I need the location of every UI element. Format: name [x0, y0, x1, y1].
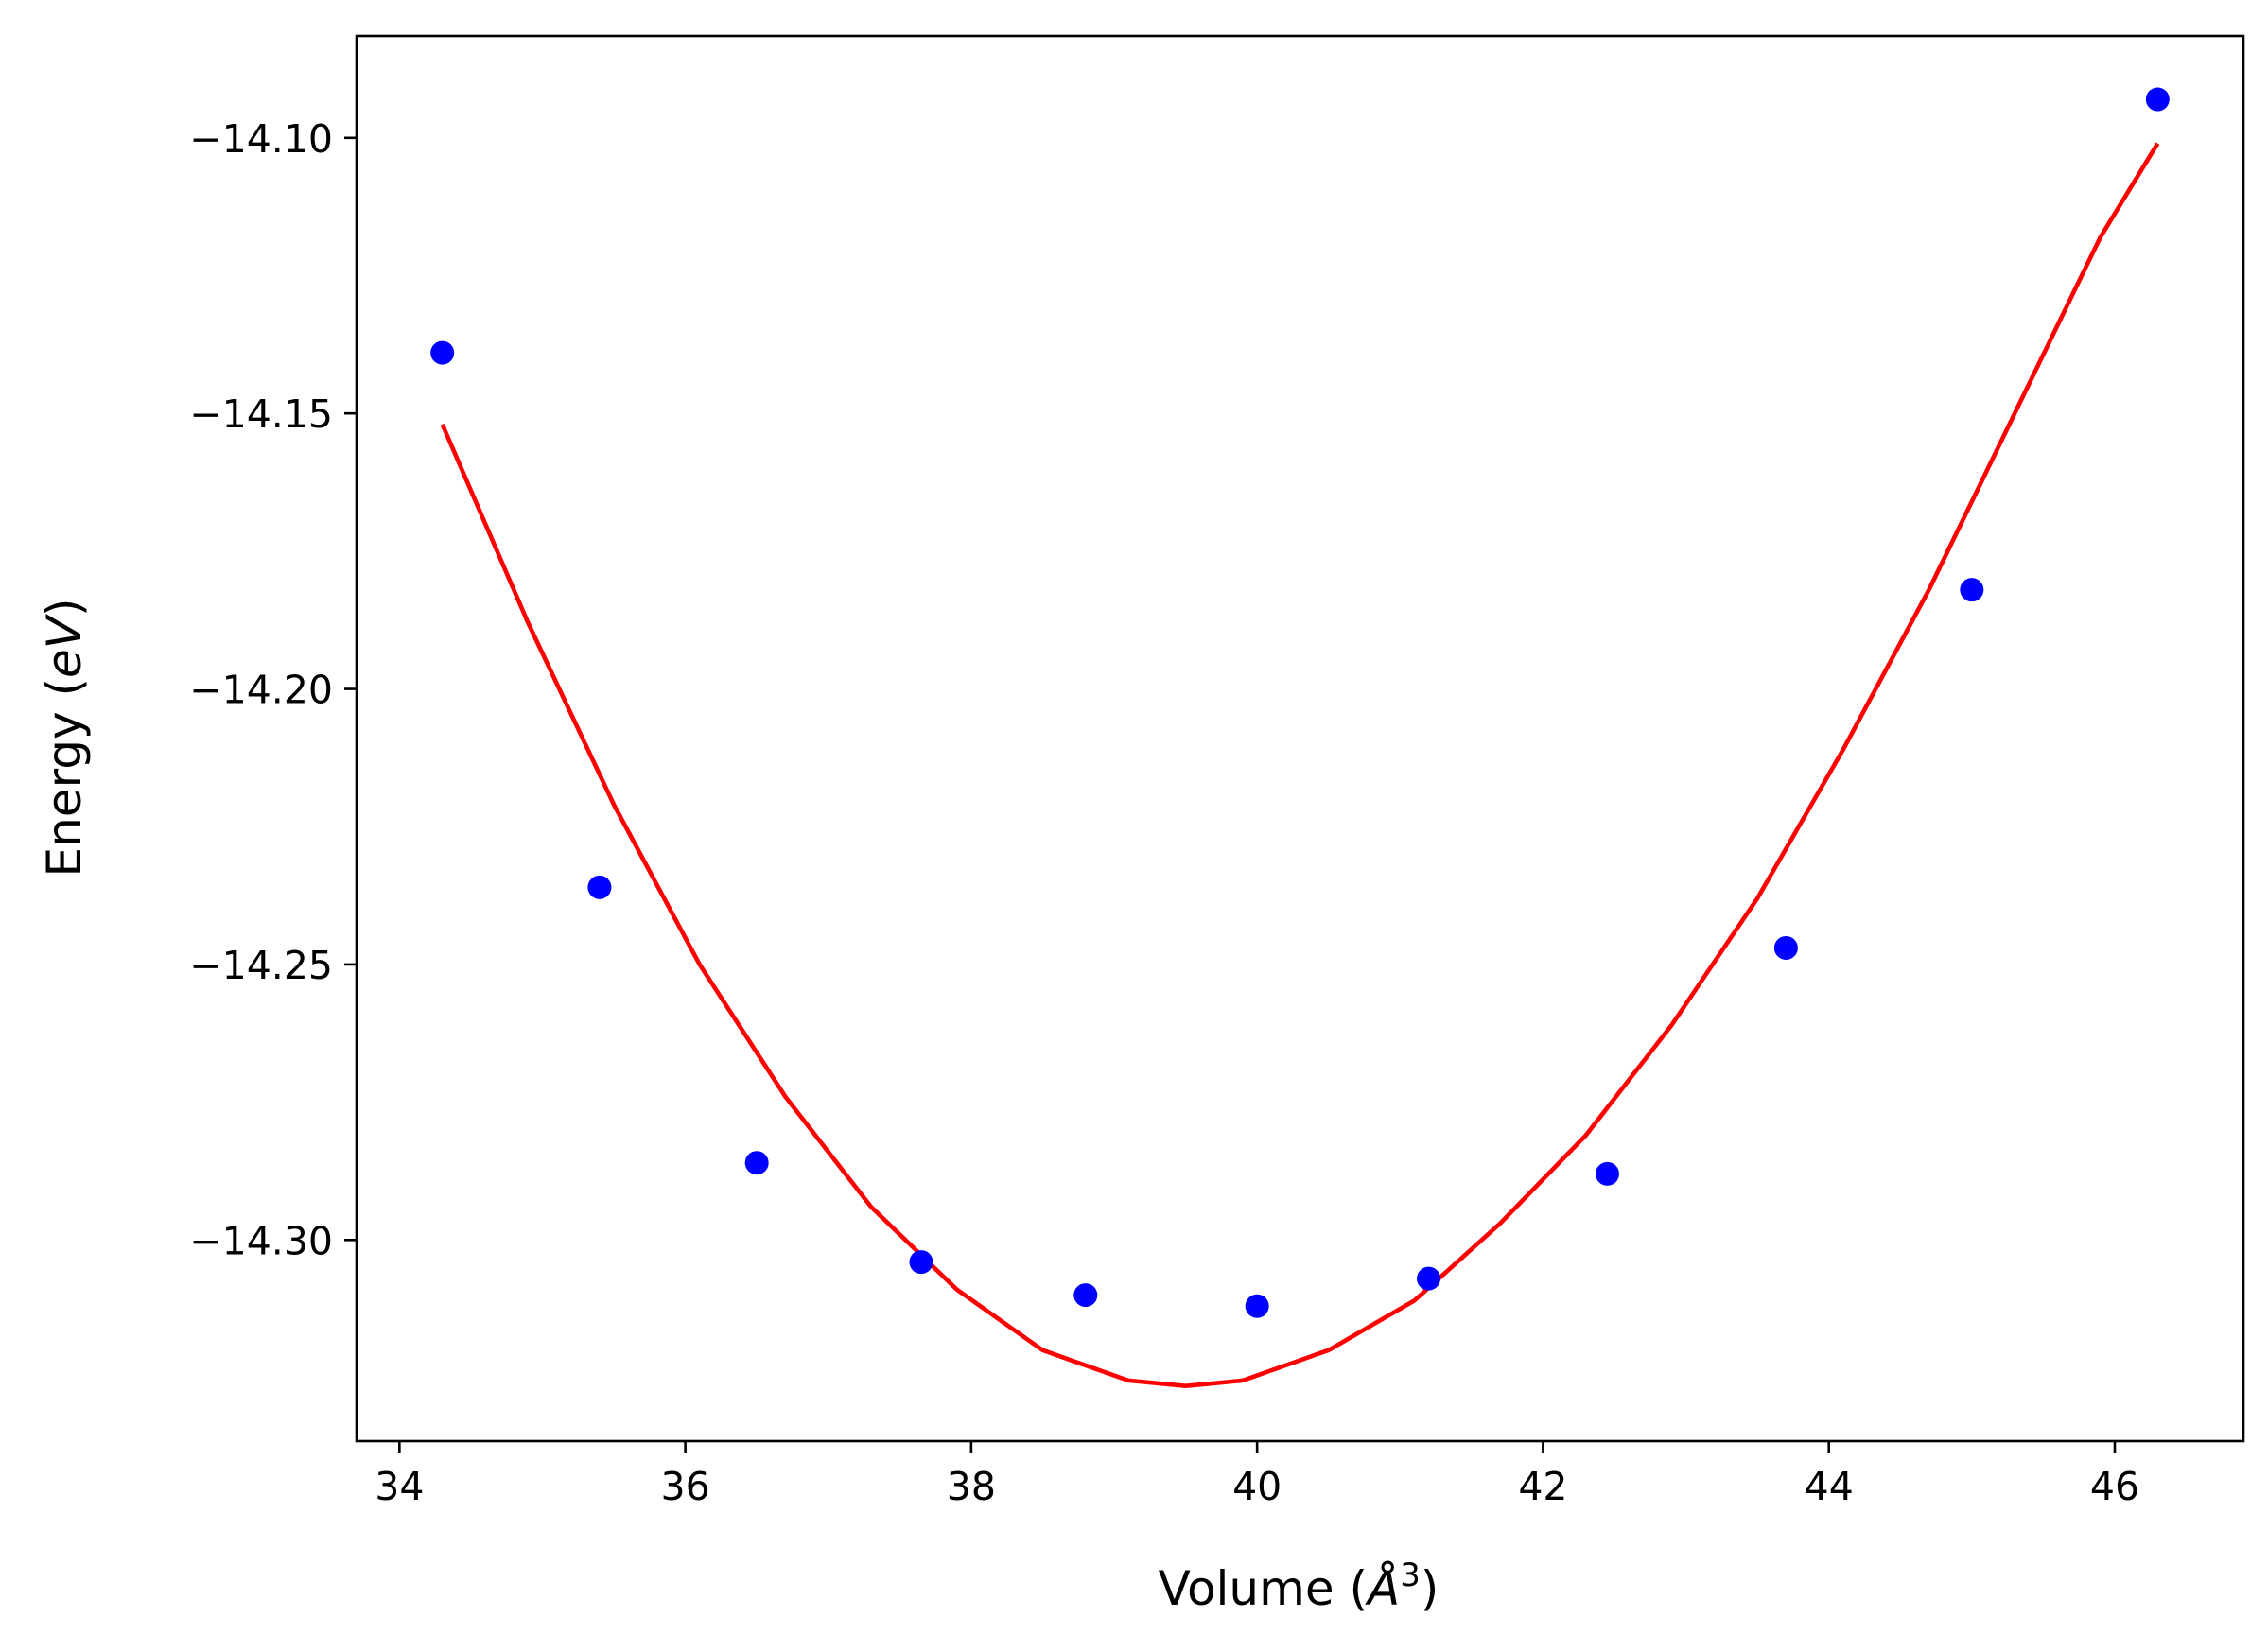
data-points	[430, 87, 2170, 1318]
y-tick-label: −14.30	[189, 1218, 333, 1263]
y-tick-label: −14.25	[189, 943, 333, 988]
data-point	[909, 1250, 933, 1275]
fit-curve	[440, 142, 2160, 1389]
data-point	[1417, 1266, 1441, 1291]
x-tick-label: 44	[1805, 1464, 1854, 1509]
plot-frame	[355, 34, 2245, 1443]
data-point	[1960, 578, 1984, 602]
y-axis-label: Energy (eV)	[37, 599, 92, 878]
y-axis-label-unit: eV	[37, 613, 92, 678]
y-axis-label-main: Energy (	[37, 678, 92, 877]
data-point	[2145, 87, 2170, 112]
x-axis-label: Volume (Å3)	[1159, 1556, 1439, 1616]
x-tick-label: 36	[661, 1464, 710, 1509]
y-tick-label: −14.20	[189, 668, 333, 713]
x-tick-label: 42	[1518, 1464, 1567, 1509]
x-tick-label: 46	[2090, 1464, 2139, 1509]
data-point	[1073, 1283, 1098, 1308]
x-axis-label-close: )	[1421, 1561, 1439, 1616]
x-tick-label: 34	[375, 1464, 424, 1509]
data-point	[430, 340, 455, 365]
data-point	[1595, 1161, 1619, 1186]
x-axis-label-main: Volume (	[1159, 1561, 1368, 1616]
y-axis-label-close: )	[37, 599, 92, 617]
data-point	[744, 1151, 769, 1175]
x-tick-label: 40	[1232, 1464, 1282, 1509]
x-tick-label: 38	[947, 1464, 996, 1509]
x-axis-label-exponent: 3	[1400, 1556, 1421, 1594]
y-tick-label: −14.15	[189, 391, 333, 437]
x-axis-label-unit: Å	[1365, 1561, 1400, 1616]
axis-ticks: 34 36 38 40 42 44 46 −14.10 −14.15 −14.20 −14.25 −1…	[189, 116, 2139, 1509]
data-point	[1245, 1294, 1269, 1318]
data-point	[1773, 935, 1798, 960]
y-tick-label: −14.10	[189, 116, 333, 162]
data-point	[587, 875, 612, 899]
